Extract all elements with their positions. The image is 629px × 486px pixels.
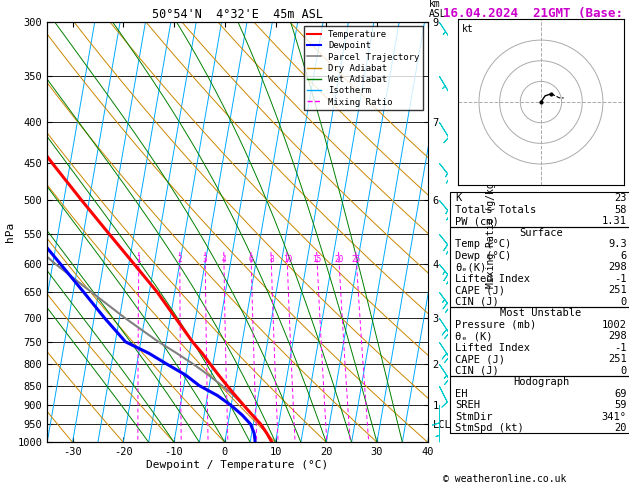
Text: θₑ (K): θₑ (K) <box>455 331 493 341</box>
Text: 0: 0 <box>620 365 626 376</box>
Text: Temp (°C): Temp (°C) <box>455 239 511 249</box>
Text: 6: 6 <box>620 251 626 261</box>
Text: CAPE (J): CAPE (J) <box>455 354 505 364</box>
Y-axis label: Mixing Ratio (g/kg): Mixing Ratio (g/kg) <box>486 176 496 288</box>
Text: Pressure (mb): Pressure (mb) <box>455 320 537 330</box>
Text: 2: 2 <box>177 255 182 264</box>
Text: 251: 251 <box>608 285 626 295</box>
Text: Dewp (°C): Dewp (°C) <box>455 251 511 261</box>
Text: 20: 20 <box>335 255 344 264</box>
Text: 25: 25 <box>352 255 361 264</box>
Text: 3: 3 <box>203 255 208 264</box>
Title: 50°54'N  4°32'E  45m ASL: 50°54'N 4°32'E 45m ASL <box>152 8 323 21</box>
Text: 9.3: 9.3 <box>608 239 626 249</box>
Text: Hodograph: Hodograph <box>513 377 569 387</box>
Text: 6: 6 <box>249 255 253 264</box>
X-axis label: Dewpoint / Temperature (°C): Dewpoint / Temperature (°C) <box>147 460 328 470</box>
Text: CAPE (J): CAPE (J) <box>455 285 505 295</box>
Text: 15: 15 <box>313 255 322 264</box>
Text: 4: 4 <box>221 255 226 264</box>
Text: 58: 58 <box>614 205 626 215</box>
Text: Surface: Surface <box>519 228 563 238</box>
Text: 0: 0 <box>620 297 626 307</box>
Text: 69: 69 <box>614 389 626 399</box>
Text: θₑ(K): θₑ(K) <box>455 262 486 272</box>
Text: 251: 251 <box>608 354 626 364</box>
Text: CIN (J): CIN (J) <box>455 297 499 307</box>
Text: EH: EH <box>455 389 468 399</box>
Text: Most Unstable: Most Unstable <box>500 308 582 318</box>
Text: 20: 20 <box>614 423 626 433</box>
Text: -1: -1 <box>614 274 626 284</box>
Text: 16.04.2024  21GMT (Base: 18): 16.04.2024 21GMT (Base: 18) <box>443 7 629 20</box>
Text: © weatheronline.co.uk: © weatheronline.co.uk <box>443 473 567 484</box>
Legend: Temperature, Dewpoint, Parcel Trajectory, Dry Adiabat, Wet Adiabat, Isotherm, Mi: Temperature, Dewpoint, Parcel Trajectory… <box>304 26 423 110</box>
Text: 1002: 1002 <box>602 320 626 330</box>
Text: CIN (J): CIN (J) <box>455 365 499 376</box>
Text: 10: 10 <box>282 255 292 264</box>
Text: -1: -1 <box>614 343 626 353</box>
Text: PW (cm): PW (cm) <box>455 216 499 226</box>
Text: Lifted Index: Lifted Index <box>455 343 530 353</box>
Text: K: K <box>455 193 462 203</box>
Text: Lifted Index: Lifted Index <box>455 274 530 284</box>
Text: 341°: 341° <box>602 412 626 421</box>
Text: Totals Totals: Totals Totals <box>455 205 537 215</box>
Text: km
ASL: km ASL <box>429 0 447 19</box>
Text: StmDir: StmDir <box>455 412 493 421</box>
Text: kt: kt <box>462 24 474 35</box>
Text: StmSpd (kt): StmSpd (kt) <box>455 423 524 433</box>
Text: 23: 23 <box>614 193 626 203</box>
Y-axis label: hPa: hPa <box>4 222 14 242</box>
Text: 1: 1 <box>136 255 141 264</box>
Text: 59: 59 <box>614 400 626 410</box>
Text: 298: 298 <box>608 331 626 341</box>
Text: 298: 298 <box>608 262 626 272</box>
Text: 1.31: 1.31 <box>602 216 626 226</box>
Text: 8: 8 <box>269 255 274 264</box>
Text: SREH: SREH <box>455 400 480 410</box>
